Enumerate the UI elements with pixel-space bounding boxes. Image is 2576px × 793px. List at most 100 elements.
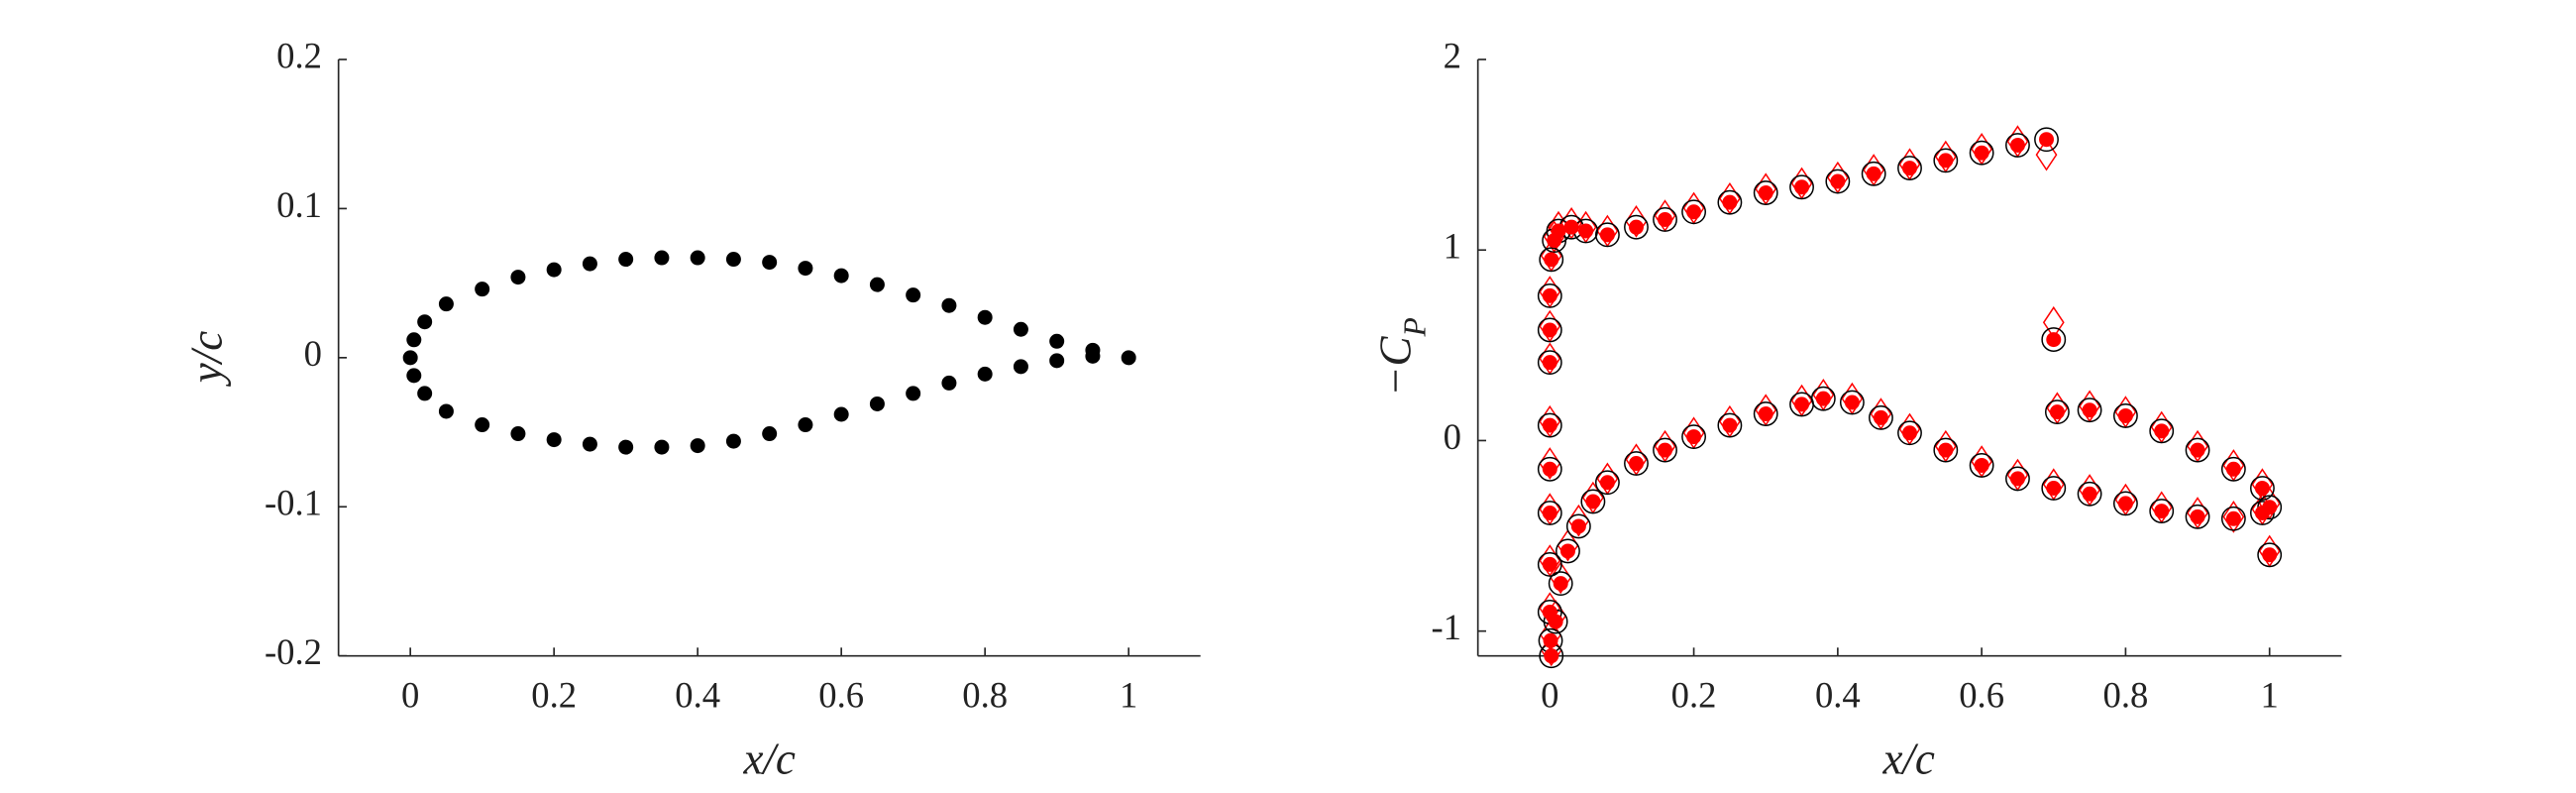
point (1567, 504, 1590, 537)
point (1681, 424, 1707, 450)
point (1969, 140, 1994, 166)
point (1717, 189, 1743, 215)
y-axis-label: −CP (1371, 317, 1432, 396)
point (1653, 207, 1677, 232)
point (2009, 138, 2025, 154)
point (2185, 437, 2210, 463)
point (1938, 153, 1954, 169)
point (1537, 283, 1562, 308)
point (475, 282, 490, 297)
point (1544, 252, 1559, 268)
point (2005, 466, 2030, 492)
point (2046, 481, 2062, 497)
point (798, 261, 813, 277)
point (1628, 456, 1644, 472)
point (1628, 219, 1644, 235)
point (2049, 404, 2065, 420)
point (1537, 317, 1562, 343)
point (546, 432, 562, 448)
y-tick-label: -0.1 (265, 483, 322, 523)
point (2220, 456, 2246, 482)
point (2082, 486, 2097, 502)
point (1902, 425, 1917, 441)
point (1974, 145, 1989, 161)
point (906, 386, 921, 401)
point (1658, 442, 1673, 458)
point (2254, 481, 2270, 497)
point (1653, 437, 1677, 463)
point (618, 439, 634, 455)
point (1013, 321, 1028, 337)
point (1049, 353, 1065, 369)
point (2039, 132, 2055, 148)
point (1559, 543, 1575, 559)
point (1548, 614, 1563, 629)
point (1121, 350, 1136, 366)
point (1599, 475, 1615, 491)
point (1625, 205, 1648, 238)
point (1542, 287, 1557, 303)
point (618, 252, 634, 268)
x-tick-label: 0.6 (818, 674, 864, 715)
point (2257, 542, 2283, 568)
point (1974, 457, 1989, 473)
point (1686, 204, 1702, 220)
point (690, 250, 705, 266)
point (2149, 418, 2175, 444)
point (1839, 390, 1865, 415)
point (725, 252, 741, 268)
point (406, 368, 422, 384)
point (1810, 386, 1836, 411)
point (1869, 404, 1893, 430)
x-tick-label: 0 (401, 674, 419, 715)
point (1794, 396, 1810, 412)
point (2262, 547, 2278, 563)
point (762, 426, 778, 442)
y-axis-label-subscript: P (1397, 317, 1432, 337)
point (417, 386, 433, 401)
x-tick-label: 0.8 (962, 674, 1008, 715)
point (1585, 494, 1601, 510)
point (1681, 199, 1707, 225)
point (2041, 327, 2067, 352)
point (1542, 355, 1557, 371)
point (1624, 214, 1649, 240)
point (1570, 518, 1586, 534)
point (2082, 402, 2097, 418)
point (1553, 576, 1568, 592)
point (1753, 180, 1778, 205)
point (941, 375, 957, 391)
point (654, 439, 670, 455)
point (1539, 247, 1564, 273)
point (869, 277, 885, 292)
point (1565, 513, 1591, 539)
y-tick-label: 0 (1444, 416, 1461, 457)
y-tick-label: 0 (304, 333, 322, 374)
point (1551, 223, 1566, 239)
point (2034, 127, 2059, 153)
point (1049, 333, 1065, 349)
x-tick-label: 0.2 (1671, 674, 1717, 715)
point (1537, 551, 1562, 577)
point (582, 436, 597, 452)
point (1758, 406, 1773, 422)
point (1580, 489, 1606, 514)
point (1758, 185, 1773, 201)
point (510, 270, 526, 285)
point (1897, 420, 1922, 446)
point (1542, 322, 1557, 338)
point (1556, 538, 1580, 564)
point (1539, 447, 1561, 480)
point (582, 256, 597, 272)
point (2041, 476, 2067, 501)
point (2190, 509, 2205, 524)
point (1658, 211, 1673, 227)
x-tick-label: 0.8 (2103, 674, 2149, 715)
point (1537, 501, 1562, 525)
point (2044, 399, 2070, 425)
point (1873, 409, 1888, 425)
point (438, 296, 454, 312)
x-axis-label: x/c (1881, 734, 1934, 783)
point (2185, 504, 2210, 529)
point (1578, 223, 1594, 239)
